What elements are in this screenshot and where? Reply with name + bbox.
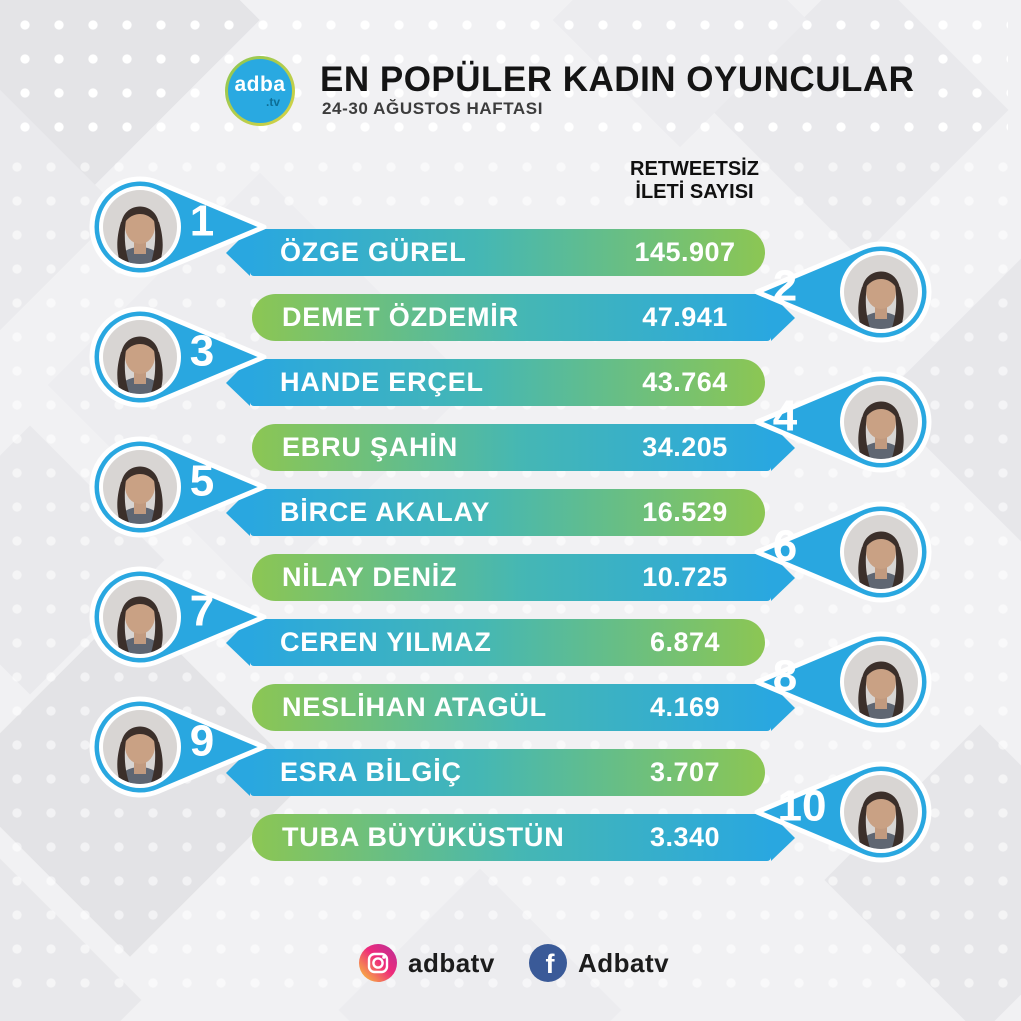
ranking-row-10: TUBA BÜYÜKÜSTÜN 3.340 10 bbox=[0, 761, 1021, 863]
tweet-count: 34.205 bbox=[642, 432, 728, 462]
actress-name: NİLAY DENİZ bbox=[282, 562, 458, 592]
tweet-count: 47.941 bbox=[642, 302, 728, 332]
page-title: EN POPÜLER KADIN OYUNCULAR bbox=[320, 60, 915, 99]
rank-badge: 9 bbox=[89, 696, 267, 798]
facebook-link[interactable]: f Adbatv bbox=[528, 943, 669, 983]
adba-logo: adba .tv bbox=[225, 56, 295, 126]
rank-badge: 8 bbox=[754, 631, 932, 733]
rank-badge: 4 bbox=[754, 371, 932, 473]
rank-bar: ESRA BİLGİÇ 3.707 bbox=[226, 749, 765, 796]
facebook-handle: Adbatv bbox=[578, 947, 670, 978]
rank-badge: 2 bbox=[754, 241, 932, 343]
rank-bar: ÖZGE GÜREL 145.907 bbox=[226, 229, 765, 276]
adba-logo-circle: adba .tv bbox=[228, 59, 292, 123]
rank-bar: NİLAY DENİZ 10.725 bbox=[252, 554, 795, 601]
actress-name: ÖZGE GÜREL bbox=[280, 237, 467, 267]
actress-name: HANDE ERÇEL bbox=[280, 367, 484, 397]
tweet-count: 16.529 bbox=[642, 497, 728, 527]
rank-number: 10 bbox=[778, 782, 827, 831]
value-column-header: RETWEETSİZ İLETİ SAYISI bbox=[602, 158, 787, 204]
facebook-icon: f bbox=[529, 944, 567, 982]
tweet-count: 6.874 bbox=[649, 627, 721, 657]
instagram-link[interactable]: adbatv bbox=[358, 943, 495, 983]
actress-name: DEMET ÖZDEMİR bbox=[282, 302, 519, 332]
rank-number: 2 bbox=[773, 262, 797, 311]
rank-bar: CEREN YILMAZ 6.874 bbox=[226, 619, 765, 666]
tweet-count: 10.725 bbox=[642, 562, 728, 592]
tweet-count: 3.707 bbox=[649, 757, 721, 787]
rank-bar: NESLİHAN ATAGÜL 4.169 bbox=[252, 684, 795, 731]
actress-name: NESLİHAN ATAGÜL bbox=[282, 692, 547, 722]
rank-number: 3 bbox=[190, 327, 214, 376]
page-subtitle: 24-30 AĞUSTOS HAFTASI bbox=[322, 99, 544, 118]
adba-logo-tv-text: .tv bbox=[265, 95, 280, 109]
value-column-header-line1: RETWEETSİZ bbox=[630, 158, 759, 180]
value-column-header-line2: İLETİ SAYISI bbox=[635, 181, 754, 203]
rank-badge: 7 bbox=[89, 566, 267, 668]
tweet-count: 3.340 bbox=[649, 822, 721, 852]
rank-bar: DEMET ÖZDEMİR 47.941 bbox=[252, 294, 795, 341]
tweet-count: 43.764 bbox=[642, 367, 728, 397]
rank-badge: 3 bbox=[89, 306, 267, 408]
rank-number: 4 bbox=[773, 392, 798, 441]
rank-number: 9 bbox=[190, 717, 214, 766]
actress-name: BİRCE AKALAY bbox=[280, 497, 491, 527]
rank-number: 7 bbox=[190, 587, 214, 636]
tweet-count: 4.169 bbox=[649, 692, 721, 722]
actress-name: ESRA BİLGİÇ bbox=[280, 757, 462, 787]
rank-badge: 10 bbox=[754, 761, 932, 863]
rank-bar: HANDE ERÇEL 43.764 bbox=[226, 359, 765, 406]
rank-badge: 1 bbox=[89, 176, 267, 278]
rank-number: 6 bbox=[773, 522, 797, 571]
rank-number: 5 bbox=[190, 457, 214, 506]
rank-bar: EBRU ŞAHİN 34.205 bbox=[252, 424, 795, 471]
tweet-count: 145.907 bbox=[634, 237, 736, 267]
instagram-icon bbox=[359, 944, 397, 982]
actress-name: CEREN YILMAZ bbox=[280, 627, 492, 657]
rank-number: 1 bbox=[190, 197, 214, 246]
rank-bar: TUBA BÜYÜKÜSTÜN 3.340 bbox=[252, 814, 795, 861]
rank-badge: 6 bbox=[754, 501, 932, 603]
rank-badge: 5 bbox=[89, 436, 267, 538]
rank-number: 8 bbox=[773, 652, 797, 701]
instagram-handle: adbatv bbox=[408, 947, 495, 978]
rank-bar: BİRCE AKALAY 16.529 bbox=[226, 489, 765, 536]
adba-logo-text: adba bbox=[234, 73, 286, 96]
svg-text:f: f bbox=[546, 949, 556, 979]
actress-name: EBRU ŞAHİN bbox=[282, 432, 459, 462]
actress-name: TUBA BÜYÜKÜSTÜN bbox=[282, 822, 565, 852]
